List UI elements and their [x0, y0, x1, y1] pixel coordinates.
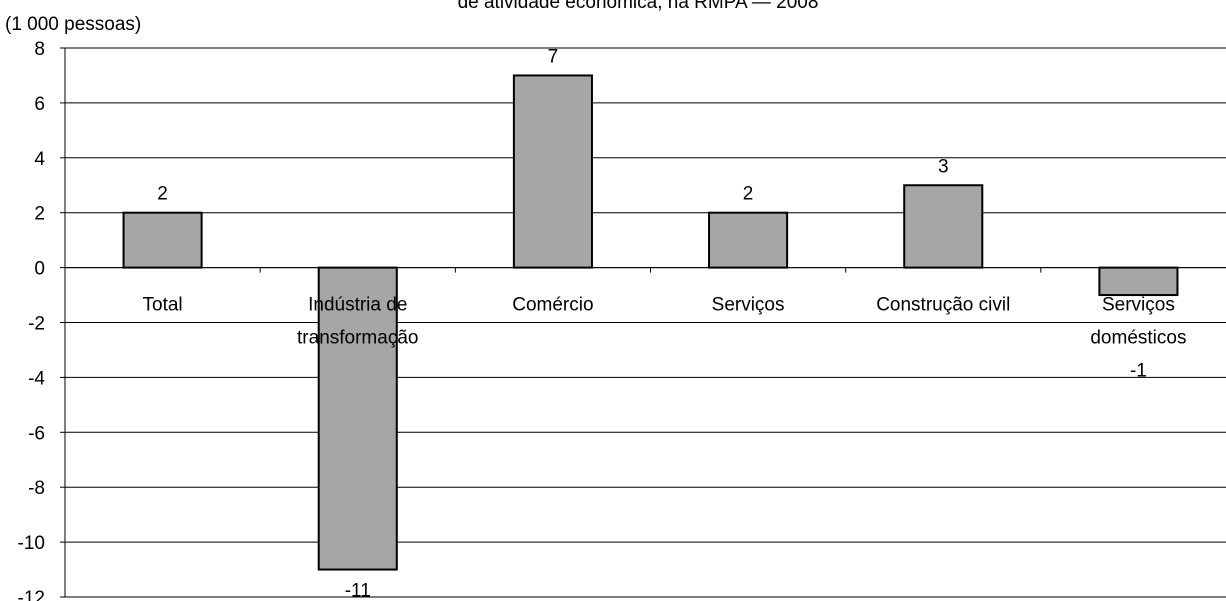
category-label-line: transformação: [297, 328, 418, 349]
category-label-line: Indústria de: [308, 295, 407, 316]
y-axis-unit-label: (1 000 pessoas): [5, 14, 141, 35]
category-label-line: domésticos: [1090, 328, 1186, 349]
category-label: Serviços domésticos: [1090, 295, 1186, 349]
category-label-line: Comércio: [512, 295, 593, 316]
y-tick-label: -12: [18, 588, 45, 601]
y-tick-label: 6: [34, 94, 45, 115]
data-label: -1: [1130, 361, 1147, 382]
bar: [122, 211, 203, 269]
category-label: Indústria de transformação: [297, 295, 418, 349]
gridlines: [65, 47, 1226, 598]
data-label: 2: [743, 184, 754, 205]
y-tick-label: -2: [28, 314, 45, 335]
y-tick-label: -6: [28, 423, 45, 444]
bar: [903, 184, 984, 269]
data-label: 7: [548, 46, 559, 67]
x-axis-ticks: [259, 267, 1042, 273]
y-axis-tick-labels: 8 6 4 2 0 -2 -4 -6 -8 -10 -12: [18, 39, 65, 601]
data-label: 3: [938, 156, 949, 177]
bar: [512, 74, 593, 269]
bar: [317, 266, 398, 571]
category-label-line: Construção civil: [876, 295, 1010, 316]
y-tick-label: 2: [34, 204, 45, 225]
category-label: Comércio: [512, 295, 593, 316]
y-tick-label: -4: [28, 368, 45, 389]
category-label: Serviços: [712, 295, 785, 316]
data-labels: 2 -11 7 2 3 -1: [157, 46, 1147, 601]
category-label-line: Serviços: [712, 295, 785, 316]
y-tick-label: -10: [18, 533, 45, 554]
y-tick-label: 4: [34, 149, 45, 170]
bars: [122, 74, 1179, 571]
category-label-line: Total: [143, 295, 183, 316]
category-labels: Total Indústria de transformação Comércio Se…: [143, 295, 1187, 349]
bar: [1098, 266, 1179, 297]
chart-title: de atividade econômica, na RMPA — 2008: [458, 0, 819, 13]
y-tick-label: 8: [34, 39, 45, 60]
category-label: Total: [143, 295, 183, 316]
category-label-line: Serviços: [1102, 295, 1175, 316]
bar: [708, 211, 789, 269]
data-label: -11: [345, 581, 371, 601]
y-tick-label: -8: [28, 478, 45, 499]
data-label: 2: [157, 184, 168, 205]
category-label: Construção civil: [876, 295, 1010, 316]
y-tick-label: 0: [34, 259, 45, 280]
